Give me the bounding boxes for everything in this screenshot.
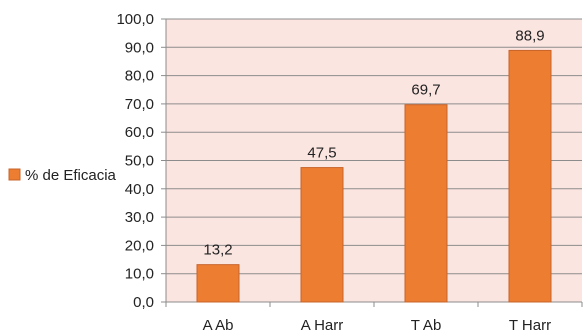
y-tick-label: 20,0 xyxy=(125,237,154,254)
y-tick-label: 0,0 xyxy=(133,294,154,311)
x-tick-label: A Ab xyxy=(203,317,234,334)
data-label: 13,2 xyxy=(203,242,232,259)
y-tick-label: 70,0 xyxy=(125,96,154,113)
y-axis-ticks: 0,0 10,0 20,0 30,0 40,0 50,0 60,0 70,0 80,0 90,0 1… xyxy=(116,11,154,311)
y-tick-label: 30,0 xyxy=(125,209,154,226)
x-axis-ticks: A Ab A Harr T Ab T Harr xyxy=(165,302,583,334)
data-labels: 13,2 47,5 69,7 88,9 xyxy=(203,27,544,258)
data-label: 88,9 xyxy=(515,27,544,44)
legend-label: % de Eficacia xyxy=(25,167,117,184)
y-tick-label: 90,0 xyxy=(125,39,154,56)
y-tick-label: 40,0 xyxy=(125,181,154,198)
x-tick-label: T Harr xyxy=(509,317,551,334)
data-label: 69,7 xyxy=(411,82,440,99)
bar xyxy=(196,264,240,303)
y-tick-label: 80,0 xyxy=(125,68,154,85)
bar xyxy=(300,167,344,303)
y-tick-label: 60,0 xyxy=(125,124,154,141)
data-label: 47,5 xyxy=(307,145,336,162)
x-tick-label: T Ab xyxy=(411,317,442,334)
bar xyxy=(404,104,448,303)
bars xyxy=(196,49,552,303)
bar xyxy=(508,49,552,303)
legend: % de Eficacia xyxy=(8,167,117,184)
y-tick-label: 50,0 xyxy=(125,153,154,170)
y-tick-label: 10,0 xyxy=(125,266,154,283)
legend-swatch xyxy=(8,168,21,181)
y-tick-label: 100,0 xyxy=(116,11,154,28)
x-tick-label: A Harr xyxy=(301,317,344,334)
